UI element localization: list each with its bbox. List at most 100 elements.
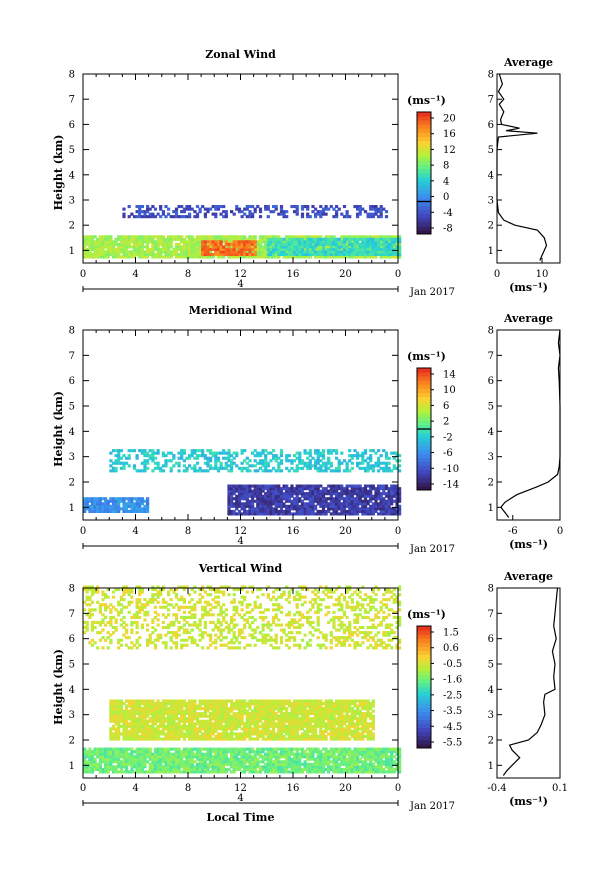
heatmap-cell bbox=[219, 770, 223, 774]
heatmap-cell bbox=[98, 770, 102, 774]
heatmap-cell bbox=[143, 499, 147, 503]
heatmap-cell bbox=[374, 461, 378, 465]
heatmap-cell bbox=[151, 767, 155, 771]
heatmap-cell bbox=[316, 242, 320, 246]
colorbar-segment bbox=[417, 116, 431, 121]
heatmap-cell bbox=[319, 497, 323, 501]
heatmap-cell bbox=[203, 707, 207, 711]
heatmap-cell bbox=[232, 461, 236, 465]
heatmap-cell bbox=[159, 729, 163, 733]
heatmap-cell bbox=[316, 461, 320, 465]
heatmap-cell bbox=[190, 207, 194, 211]
heatmap-cell bbox=[311, 247, 315, 251]
heatmap-cell bbox=[135, 215, 139, 219]
heatmap-cell bbox=[130, 757, 134, 761]
heatmap-cell bbox=[248, 752, 252, 756]
heatmap-cell bbox=[140, 750, 144, 754]
heatmap-cell bbox=[363, 489, 368, 493]
heatmap-cell bbox=[193, 210, 197, 214]
heatmap-cell bbox=[298, 459, 302, 463]
heatmap-cell bbox=[353, 247, 357, 251]
heatmap-cell bbox=[261, 247, 265, 251]
heatmap-cell bbox=[363, 512, 368, 516]
heatmap-cell bbox=[264, 747, 268, 751]
heatmap-cell bbox=[311, 237, 315, 241]
heatmap-cell bbox=[143, 215, 147, 219]
heatmap-cells bbox=[83, 205, 402, 259]
heatmap-cell bbox=[85, 760, 89, 764]
heatmap-cell bbox=[138, 702, 142, 706]
heatmap-cell bbox=[306, 747, 310, 751]
heatmap-cell bbox=[371, 466, 375, 470]
heatmap-cell bbox=[279, 762, 284, 766]
heatmap-cell bbox=[151, 699, 155, 703]
heatmap-cell bbox=[104, 757, 108, 761]
heatmap-cell bbox=[329, 504, 333, 508]
heatmap-cell bbox=[125, 732, 129, 736]
heatmap-cell bbox=[174, 704, 179, 708]
heatmap-cell bbox=[269, 255, 273, 259]
heatmap-cell bbox=[293, 502, 297, 506]
heatmap-cell bbox=[251, 499, 255, 503]
heatmap-cell bbox=[180, 717, 184, 721]
heatmap-cell bbox=[125, 240, 129, 244]
heatmap-cell bbox=[327, 489, 331, 493]
heatmap-cell bbox=[153, 762, 158, 766]
heatmap-cell bbox=[300, 459, 305, 463]
heatmap-cell bbox=[248, 502, 252, 506]
heatmap-cell bbox=[387, 507, 391, 511]
heatmap-cell bbox=[356, 765, 360, 769]
heatmap-cell bbox=[279, 767, 284, 771]
heatmap-cell bbox=[151, 235, 155, 239]
heatmap-cell bbox=[377, 760, 381, 764]
heatmap-cell bbox=[138, 247, 142, 251]
heatmap-cell bbox=[172, 752, 176, 756]
heatmap-cell bbox=[98, 245, 102, 249]
heatmap-cell bbox=[185, 762, 189, 766]
heatmap-cell bbox=[122, 250, 126, 254]
heatmap-cell bbox=[300, 752, 305, 756]
heatmap-cell bbox=[332, 755, 336, 759]
heatmap-cell bbox=[348, 240, 352, 244]
heatmap-cell bbox=[214, 729, 218, 733]
heatmap-cell bbox=[363, 509, 368, 513]
heatmap-cell bbox=[167, 734, 171, 738]
heatmap-cell bbox=[237, 492, 242, 496]
heatmap-cell bbox=[143, 504, 147, 508]
heatmap-cell bbox=[127, 454, 131, 458]
heatmap-cell bbox=[279, 750, 284, 754]
heatmap-cell bbox=[214, 247, 218, 251]
heatmap-cell bbox=[169, 722, 173, 726]
heatmap-cell bbox=[285, 210, 289, 214]
heatmap-cell bbox=[293, 459, 297, 463]
heatmap-cell bbox=[287, 245, 291, 249]
heatmap-cell bbox=[146, 709, 150, 713]
heatmap-cell bbox=[222, 765, 226, 769]
heatmap-cell bbox=[167, 727, 171, 731]
heatmap-cell bbox=[96, 247, 100, 251]
heatmap-cell bbox=[153, 734, 158, 738]
heatmap-cell bbox=[261, 250, 265, 254]
heatmap-cell bbox=[279, 451, 284, 455]
heatmap-cell bbox=[366, 752, 370, 756]
heatmap-cell bbox=[138, 210, 142, 214]
heatmap-cell bbox=[209, 722, 213, 726]
heatmap-cell bbox=[101, 255, 105, 259]
heatmap-cell bbox=[104, 504, 108, 508]
heatmap-cell bbox=[164, 757, 168, 761]
heatmap-cell bbox=[101, 502, 105, 506]
heatmap-cell bbox=[132, 762, 137, 766]
heatmap-cell bbox=[311, 762, 315, 766]
heatmap-cell bbox=[140, 215, 144, 219]
heatmap-cell bbox=[111, 242, 116, 246]
heatmap-cell bbox=[272, 512, 276, 516]
heatmap-cell bbox=[198, 747, 202, 751]
heatmap-cell bbox=[211, 466, 215, 470]
heatmap-cell bbox=[127, 205, 131, 209]
heatmap-cell bbox=[287, 494, 291, 498]
heatmap-cell bbox=[306, 509, 310, 513]
heatmap-cell bbox=[143, 454, 147, 458]
average-profile-line bbox=[496, 73, 548, 261]
heatmap-cell bbox=[235, 494, 239, 498]
heatmap-cell bbox=[379, 504, 383, 508]
